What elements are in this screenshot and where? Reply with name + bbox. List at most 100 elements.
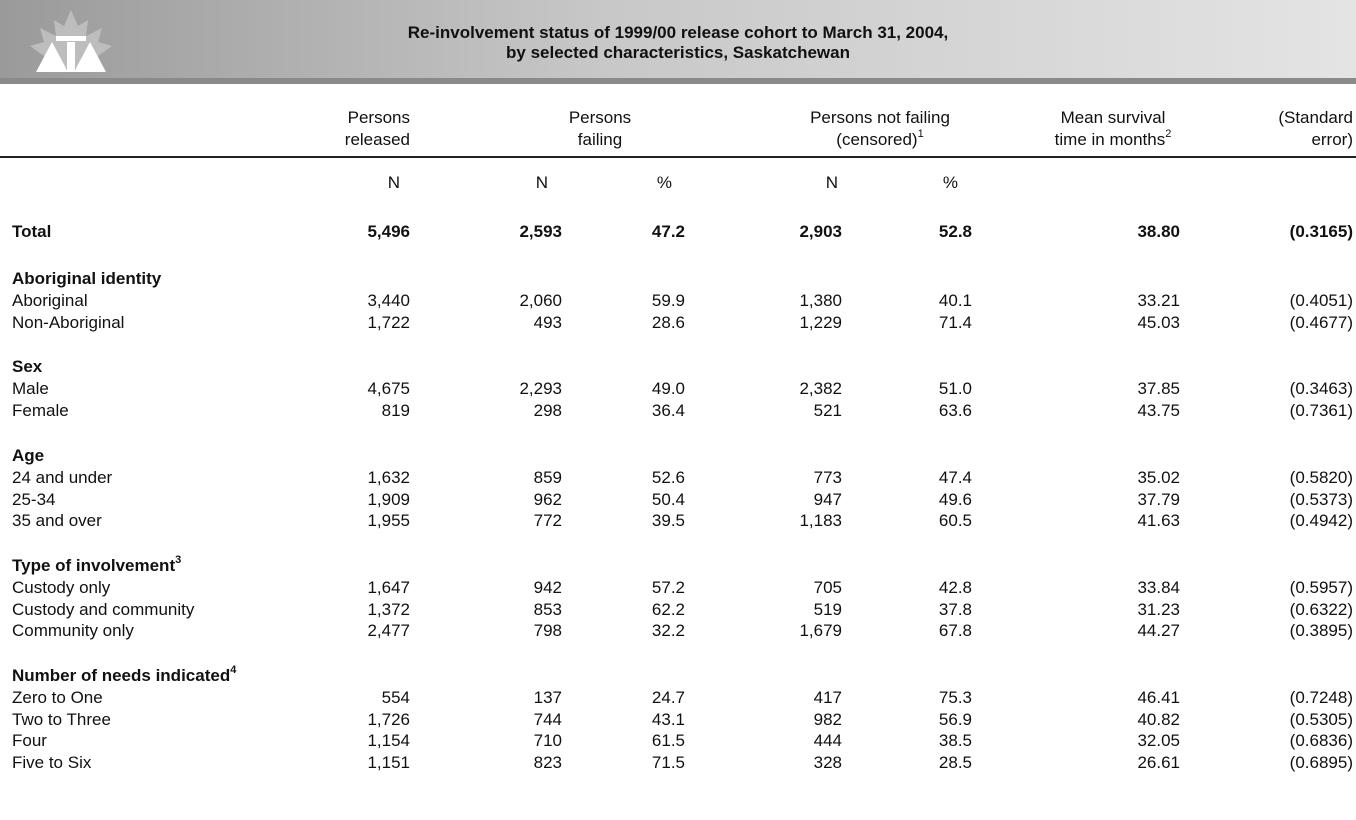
cell: 52.8 bbox=[938, 222, 972, 241]
cell: 42.8 bbox=[938, 577, 972, 597]
cell: 493 bbox=[533, 312, 562, 332]
cell: 1,632 bbox=[367, 467, 410, 487]
cell: 46.41 bbox=[1137, 688, 1180, 707]
cell: 40.1 bbox=[938, 291, 972, 310]
row-label: Four bbox=[12, 731, 47, 751]
cell: 62.2 bbox=[651, 599, 685, 619]
column-header: Mean survival bbox=[1060, 108, 1166, 127]
cell: 819 bbox=[381, 401, 410, 421]
cell: 962 bbox=[533, 489, 562, 509]
cell: 49.6 bbox=[938, 489, 972, 509]
cell: (0.6895) bbox=[1289, 753, 1353, 773]
header-strip bbox=[0, 78, 1356, 84]
group-heading: Type of involvement3 bbox=[12, 554, 182, 575]
group-heading: Aboriginal identity bbox=[12, 269, 162, 288]
cell: 137 bbox=[533, 688, 562, 707]
cell: 1,183 bbox=[799, 511, 842, 531]
cell: 50.4 bbox=[651, 489, 685, 509]
column-header: (Standard bbox=[1278, 108, 1353, 127]
cell: 2,477 bbox=[367, 621, 410, 641]
cell: 60.5 bbox=[938, 511, 972, 531]
cell: 298 bbox=[533, 401, 562, 421]
column-header: released bbox=[344, 130, 410, 149]
row-label: 24 and under bbox=[12, 467, 113, 487]
cell: 521 bbox=[813, 401, 842, 421]
row-label: Five to Six bbox=[12, 753, 92, 773]
cell: 1,372 bbox=[367, 599, 410, 619]
cell: 57.2 bbox=[651, 577, 685, 597]
cell: 56.9 bbox=[938, 709, 972, 729]
cell: 43.1 bbox=[651, 709, 685, 729]
cell: 4,675 bbox=[367, 379, 410, 399]
column-header: Persons bbox=[347, 108, 410, 127]
cell: (0.7248) bbox=[1289, 688, 1353, 707]
cell: 31.23 bbox=[1137, 599, 1180, 619]
cell: 5,496 bbox=[367, 222, 410, 241]
cell: (0.3463) bbox=[1289, 379, 1353, 399]
row-label: Zero to One bbox=[12, 688, 103, 707]
cell: 772 bbox=[533, 511, 562, 531]
cell: 26.61 bbox=[1137, 753, 1180, 773]
cell: 37.79 bbox=[1137, 489, 1180, 509]
cell: 47.2 bbox=[651, 222, 685, 241]
cell: (0.7361) bbox=[1289, 401, 1353, 421]
cell: 947 bbox=[813, 489, 842, 509]
unit-label: % bbox=[942, 173, 958, 192]
row-label: Non-Aboriginal bbox=[12, 312, 125, 332]
cell: 3,440 bbox=[367, 291, 410, 310]
cell: 1,722 bbox=[367, 312, 410, 332]
footnote-mark: 1 bbox=[917, 128, 924, 141]
title-line: Re-involvement status of 1999/00 release… bbox=[407, 23, 949, 42]
cell: 744 bbox=[533, 709, 562, 729]
cell: 47.4 bbox=[938, 467, 972, 487]
cell: 2,903 bbox=[799, 222, 842, 241]
cell: 33.21 bbox=[1137, 291, 1180, 310]
cell: 710 bbox=[533, 731, 562, 751]
column-header: failing bbox=[577, 130, 623, 149]
cell: 52.6 bbox=[651, 467, 685, 487]
cell: 28.6 bbox=[651, 312, 685, 332]
cell: (0.4677) bbox=[1289, 312, 1353, 332]
cell: 71.4 bbox=[938, 312, 972, 332]
row-label: Custody and community bbox=[12, 599, 195, 619]
cell: 61.5 bbox=[651, 731, 685, 751]
cell: 444 bbox=[813, 731, 842, 751]
cell: 32.05 bbox=[1137, 731, 1180, 751]
column-header: Persons bbox=[568, 108, 632, 127]
cell: 1,380 bbox=[799, 291, 842, 310]
cell: 2,593 bbox=[519, 222, 562, 241]
unit-label: N bbox=[535, 173, 548, 192]
cell: 1,955 bbox=[367, 511, 410, 531]
cell: 853 bbox=[533, 599, 562, 619]
column-header: error) bbox=[1311, 130, 1353, 149]
cell: (0.5373) bbox=[1289, 489, 1353, 509]
cell: 519 bbox=[813, 599, 842, 619]
row-label: Female bbox=[12, 401, 69, 421]
cell: 63.6 bbox=[938, 401, 972, 421]
cell: 1,726 bbox=[367, 709, 410, 729]
unit-label: N bbox=[387, 173, 400, 192]
row-label: Two to Three bbox=[12, 709, 111, 729]
footnote-mark: 3 bbox=[175, 554, 182, 567]
cell: 328 bbox=[813, 753, 842, 773]
row-label: 25-34 bbox=[12, 489, 56, 509]
cell: 1,151 bbox=[367, 753, 410, 773]
cell: 823 bbox=[533, 753, 562, 773]
cell: 38.80 bbox=[1137, 222, 1180, 241]
footnote-mark: 2 bbox=[1165, 128, 1172, 141]
logo bbox=[30, 10, 112, 72]
cell: 40.82 bbox=[1137, 709, 1180, 729]
cell: (0.3895) bbox=[1289, 621, 1353, 641]
cell: 2,382 bbox=[799, 379, 842, 399]
footnote-mark: 4 bbox=[230, 664, 237, 677]
cell: 67.8 bbox=[938, 621, 972, 641]
cell: 43.75 bbox=[1137, 401, 1180, 421]
cell: 41.63 bbox=[1137, 511, 1180, 531]
cell: 59.9 bbox=[651, 291, 685, 310]
row-label: Male bbox=[12, 379, 49, 399]
unit-label: % bbox=[656, 173, 672, 192]
cell: 1,154 bbox=[367, 731, 410, 751]
cell: 71.5 bbox=[651, 753, 685, 773]
cell: (0.5820) bbox=[1289, 467, 1353, 487]
